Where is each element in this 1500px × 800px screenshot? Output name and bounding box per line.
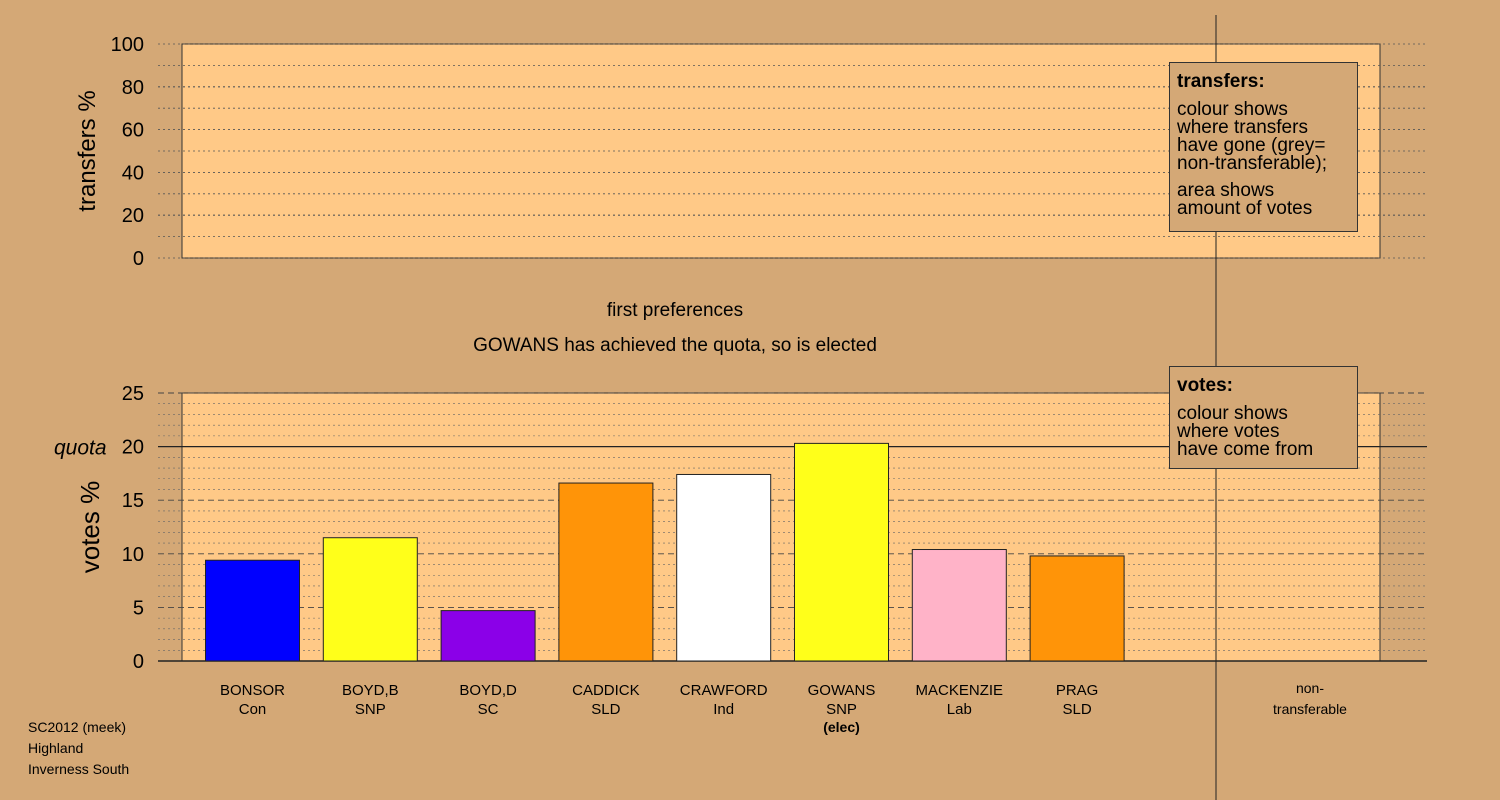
votes-legend-line: where votes [1177,421,1280,442]
transfers-y-tick-label: 80 [122,77,144,99]
vote-bar-caddick [558,482,654,662]
votes-y-axis-label: votes % [75,481,105,574]
vote-bar-gowans [794,442,889,662]
transfers-legend-line: amount of votes [1177,198,1313,219]
votes-legend-title: votes: [1177,375,1233,396]
candidate-party-label: SLD [591,701,620,718]
votes-y-tick-label: 15 [122,490,144,512]
transfers-y-tick-label: 20 [122,205,144,227]
round-subtitle: first preferences [606,300,744,321]
footer-election: SC2012 (meek) [28,719,127,735]
quota-label: quota [54,437,107,460]
candidate-party-label: Lab [947,701,972,718]
status-message: GOWANS has achieved the quota, so is ele… [473,335,877,356]
votes-y-tick-label: 20 [122,437,144,459]
footer-council: Highland [28,740,84,756]
vote-bar-boyd-d [440,610,536,662]
candidate-name-label: BOYD,B [342,682,399,699]
vote-bar-crawford [676,473,772,662]
vote-bar-prag [1029,555,1125,662]
transfers-y-tick-label: 60 [122,120,144,142]
votes-legend: votes: colour shows where votes have com… [1169,366,1358,469]
transfers-y-axis-label: transfers % [74,90,101,211]
transfers-legend-line: have gone (grey= [1177,135,1326,156]
transfers-y-tick-label: 0 [133,248,144,270]
transfers-legend: transfers: colour shows where transfers … [1169,62,1358,232]
votes-y-tick-label: 10 [122,544,144,566]
candidate-elected-label: (elec) [823,719,860,735]
candidate-party-label: Con [239,701,267,718]
vote-bar-mackenzie [911,549,1007,662]
candidate-party-label: SLD [1063,701,1092,718]
transfers-y-tick-label: 40 [122,162,144,184]
vote-bar-bonsor [205,559,300,662]
votes-y-tick-label: 25 [122,383,144,405]
candidate-name-label: CADDICK [572,682,640,699]
transfers-legend-line: area shows [1177,180,1275,201]
candidate-name-label: BONSOR [220,682,285,699]
non-transferable-label: non- [1296,680,1324,696]
vote-bar-boyd-b [322,537,418,662]
votes-legend-line: colour shows [1177,403,1288,424]
transfers-legend-line: non-transferable); [1177,153,1327,174]
candidate-name-label: PRAG [1056,682,1099,699]
candidate-party-label: SC [478,701,499,718]
transfers-legend-title: transfers: [1177,71,1265,92]
non-transferable-label: transferable [1273,701,1347,717]
candidate-name-label: CRAWFORD [680,682,768,699]
candidate-name-label: GOWANS [808,682,876,699]
votes-legend-line: have come from [1177,439,1314,460]
candidate-party-label: Ind [713,701,734,718]
footer-ward: Inverness South [28,761,130,777]
votes-y-tick-label: 0 [133,651,144,673]
transfers-legend-line: colour shows [1177,99,1288,120]
candidate-party-label: SNP [355,701,386,718]
transfers-legend-line: where transfers [1177,117,1308,138]
transfers-y-tick-label: 100 [111,34,144,56]
candidate-name-label: BOYD,D [459,682,517,699]
votes-y-tick-label: 5 [133,597,144,619]
candidate-party-label: SNP [826,701,857,718]
candidate-name-label: MACKENZIE [916,682,1004,699]
